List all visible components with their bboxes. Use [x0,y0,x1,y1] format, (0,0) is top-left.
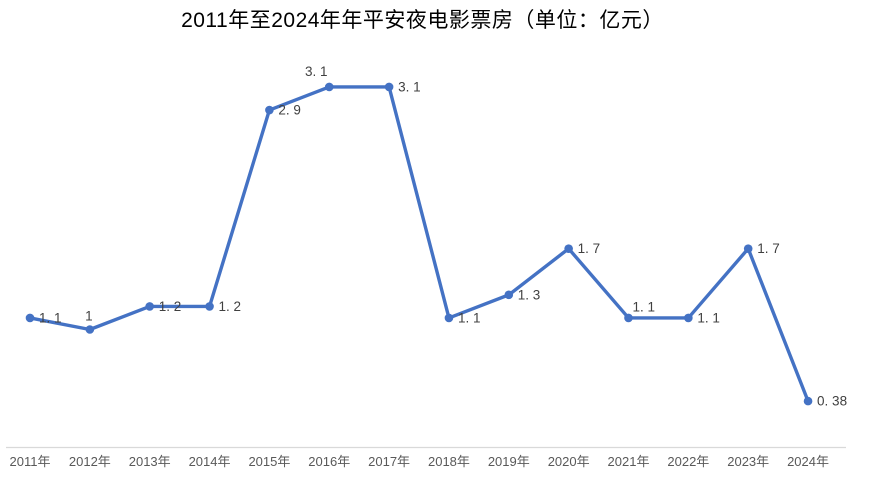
x-axis-label: 2022年 [667,454,709,469]
data-point-marker [624,313,633,323]
data-point-marker [265,105,274,115]
data-point-label: 1. 1 [39,310,62,325]
x-axis-label: 2021年 [608,454,650,469]
data-point-marker [684,313,693,323]
data-point-label: 0. 38 [817,394,847,409]
data-point-marker [564,244,573,253]
data-point-label: 1 [85,309,93,324]
x-axis-label: 2017年 [368,454,410,469]
x-axis-label: 2014年 [189,454,231,469]
data-point-marker [444,313,454,323]
data-point-label: 1. 7 [757,241,780,256]
x-axis-label: 2018年 [428,454,470,469]
data-point-label: 3. 1 [398,79,421,94]
x-axis-label: 2013年 [129,454,171,469]
x-axis-label: 2019年 [488,454,530,469]
data-point-label: 3. 1 [305,64,328,79]
series-line [28,85,810,403]
data-point-marker [205,302,214,311]
data-point-label: 1. 1 [458,310,481,325]
x-axis-label: 2023年 [727,454,769,469]
x-axis-label: 2024年 [787,454,829,469]
data-point-marker [743,244,753,253]
x-axis-label: 2012年 [69,454,111,469]
data-point-label: 1. 1 [633,299,656,314]
x-axis-label: 2016年 [308,454,350,469]
data-point-label: 1. 1 [697,310,720,325]
data-point-marker [85,325,95,334]
data-point-label: 1. 2 [219,299,242,314]
data-point-marker [25,313,35,323]
data-point-marker [324,82,334,92]
x-axis-label: 2015年 [248,454,290,469]
data-point-marker [384,82,394,92]
x-axis-label: 2020年 [548,454,590,469]
data-point-label: 1. 3 [518,287,541,302]
chart-title: 2011年至2024年年平安夜电影票房（单位：亿元） [181,9,664,32]
x-axis-label: 2011年 [10,454,51,469]
data-point-label: 1. 7 [578,241,601,256]
data-point-label: 1. 2 [159,299,182,314]
data-point-marker [145,302,154,311]
data-point-label: 2. 9 [278,103,301,118]
data-point-marker [803,396,813,406]
data-point-marker [504,290,514,300]
